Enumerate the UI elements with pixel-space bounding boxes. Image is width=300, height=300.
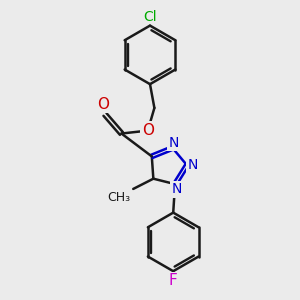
Text: N: N [187,158,198,172]
Text: N: N [171,182,182,196]
Text: O: O [142,123,154,138]
Text: N: N [169,136,179,150]
Text: CH₃: CH₃ [107,191,130,204]
Text: O: O [97,97,109,112]
Text: Cl: Cl [143,10,157,24]
Text: F: F [169,273,178,288]
